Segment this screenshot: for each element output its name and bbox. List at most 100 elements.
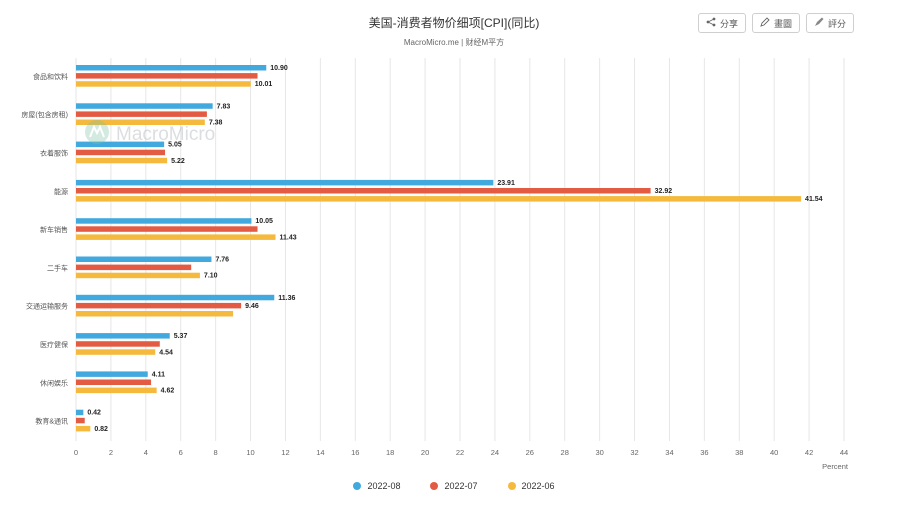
legend-item[interactable]: 2022-07 <box>430 481 478 491</box>
chart-subtitle: MacroMicro.me | 财经M平方 <box>403 38 505 47</box>
data-label: 4.54 <box>159 349 173 356</box>
x-tick-label: 0 <box>74 448 78 457</box>
macromicro-logo-icon <box>84 119 110 150</box>
x-tick-label: 38 <box>735 448 743 457</box>
bar <box>76 294 275 301</box>
category-label: 新车销售 <box>40 225 68 234</box>
x-tick-label: 36 <box>700 448 708 457</box>
bar <box>76 73 258 79</box>
x-tick-label: 8 <box>214 448 218 457</box>
bar <box>76 149 166 156</box>
bar <box>76 196 802 202</box>
category-label: 房屋(包含房租) <box>21 110 68 119</box>
bar <box>76 141 165 148</box>
data-label: 0.82 <box>94 426 108 433</box>
legend-item[interactable]: 2022-06 <box>507 481 555 491</box>
bar <box>76 226 258 232</box>
x-tick-label: 28 <box>561 448 569 457</box>
x-tick-label: 22 <box>456 448 464 457</box>
edit-button-label: 評分 <box>827 18 846 29</box>
data-label: 0.42 <box>87 410 101 417</box>
bar <box>76 272 200 279</box>
bar <box>76 371 148 377</box>
category-label: 食品和饮料 <box>33 72 68 81</box>
bar <box>76 179 494 186</box>
bar <box>76 65 267 71</box>
pen-icon <box>814 17 824 29</box>
bar <box>76 234 276 240</box>
bar <box>76 81 251 87</box>
data-label: 7.10 <box>204 273 218 280</box>
share-button[interactable]: 分享 <box>697 13 746 33</box>
x-tick-label: 18 <box>386 448 394 457</box>
bar <box>76 409 84 416</box>
x-tick-label: 6 <box>179 448 183 457</box>
legend-marker <box>430 482 439 490</box>
category-label: 衣着服饰 <box>40 148 68 157</box>
bar <box>76 103 213 109</box>
x-tick-label: 30 <box>595 448 603 457</box>
x-tick-label: 34 <box>665 448 673 457</box>
category-label: 医疗健保 <box>40 340 68 349</box>
bar <box>76 256 212 262</box>
x-tick-label: 32 <box>630 448 638 457</box>
data-label: 4.11 <box>152 371 165 378</box>
share-button-label: 分享 <box>719 18 738 29</box>
category-label: 能源 <box>54 187 68 196</box>
bar <box>76 341 160 347</box>
data-label: 5.22 <box>171 158 185 165</box>
watermark: MacroMicro <box>84 119 215 150</box>
data-label: 23.91 <box>497 180 515 187</box>
bar <box>76 264 192 271</box>
x-tick-label: 42 <box>805 448 813 457</box>
x-axis-label: Percent <box>822 462 849 471</box>
x-tick-label: 2 <box>109 448 113 457</box>
data-label: 32.92 <box>655 188 673 195</box>
bar <box>76 417 85 424</box>
x-tick-label: 24 <box>491 448 499 457</box>
bar <box>76 425 91 432</box>
bar <box>76 379 152 385</box>
data-label: 7.76 <box>215 257 229 264</box>
watermark-text: MacroMicro <box>116 123 216 145</box>
data-label: 10.90 <box>270 65 288 72</box>
bar <box>76 111 207 117</box>
category-label: 教育&通讯 <box>35 417 68 426</box>
data-label: 9.46 <box>245 303 259 310</box>
bar <box>76 333 170 339</box>
category-label: 休闲娱乐 <box>40 378 68 387</box>
category-label: 二手车 <box>47 263 68 272</box>
pencil-icon <box>760 17 770 29</box>
x-tick-label: 20 <box>421 448 429 457</box>
bar <box>76 157 168 164</box>
chart-title: 美国-消费者物价细项[CPI](同比) <box>368 16 540 30</box>
legend-label: 2022-06 <box>521 481 555 491</box>
bar <box>76 119 205 125</box>
bar <box>76 218 252 224</box>
x-tick-label: 10 <box>246 448 254 457</box>
chart-header: 美国-消费者物价细项[CPI](同比) MacroMicro.me | 财经M平… <box>0 14 908 48</box>
chart-toolbar: 分享 畫圖 評分 <box>697 13 854 33</box>
bar <box>76 349 156 355</box>
x-tick-label: 16 <box>351 448 359 457</box>
category-label: 交通运输服务 <box>26 302 68 311</box>
data-label: 4.62 <box>161 388 175 395</box>
data-label: 11.43 <box>280 234 297 241</box>
legend-marker <box>507 482 516 490</box>
data-label: 41.54 <box>805 196 823 203</box>
draw-button[interactable]: 畫圖 <box>751 13 800 33</box>
bar <box>76 188 651 194</box>
data-label: 7.83 <box>217 103 231 110</box>
chart-legend: 2022-08 2022-07 2022-06 <box>0 481 908 491</box>
x-tick-label: 14 <box>316 448 324 457</box>
data-label: 10.05 <box>255 218 273 225</box>
x-tick-label: 4 <box>144 448 148 457</box>
data-label: 5.37 <box>174 333 188 340</box>
legend-marker <box>353 482 362 490</box>
x-tick-label: 12 <box>281 448 289 457</box>
legend-item[interactable]: 2022-08 <box>353 481 400 491</box>
bar <box>76 311 234 317</box>
edit-button[interactable]: 評分 <box>805 13 854 33</box>
bar <box>76 387 157 394</box>
